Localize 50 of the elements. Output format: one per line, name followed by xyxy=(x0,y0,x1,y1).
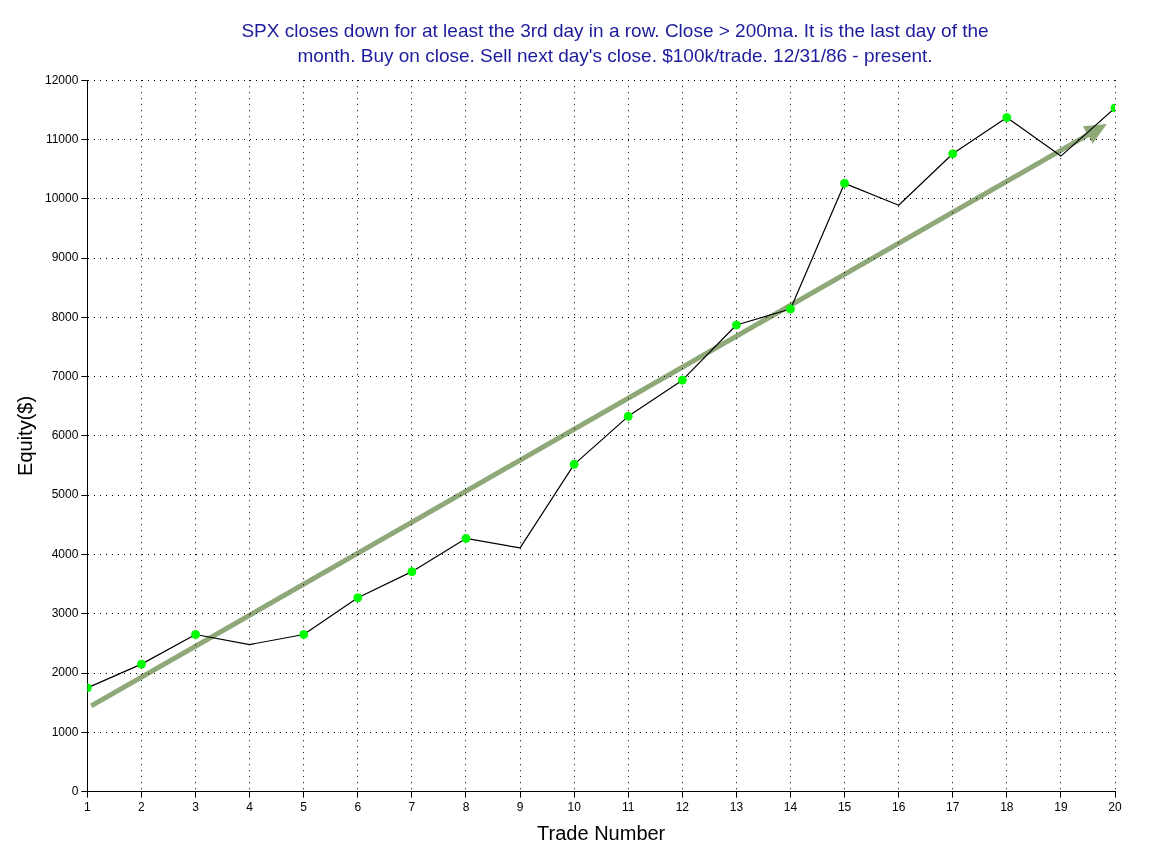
y-tick-label: 7000 xyxy=(51,368,79,383)
x-tick-label: 18 xyxy=(1000,800,1014,815)
x-tick-label: 2 xyxy=(138,800,146,815)
y-tick-label: 10000 xyxy=(44,191,79,206)
x-tick-label: 10 xyxy=(567,800,582,815)
x-tick-label: 15 xyxy=(837,800,852,815)
x-tick-label: 3 xyxy=(192,800,200,815)
point xyxy=(407,567,417,577)
x-tick-label: 7 xyxy=(408,800,416,815)
x-tick-label: 14 xyxy=(783,800,798,815)
x-axis-title: Trade Number xyxy=(537,821,666,844)
point xyxy=(785,304,795,314)
y-tick-label: 3000 xyxy=(51,606,79,621)
x-tick-label: 11 xyxy=(621,800,635,815)
x-tick-label: 19 xyxy=(1054,800,1068,815)
point xyxy=(136,659,146,669)
x-tick-label: 16 xyxy=(891,800,906,815)
x-tick-label: 5 xyxy=(300,800,308,815)
y-tick-label: 2000 xyxy=(51,665,79,680)
x-tick-label: 4 xyxy=(246,800,254,815)
point xyxy=(677,375,687,385)
y-tick-label: 6000 xyxy=(51,428,79,443)
point xyxy=(569,459,579,469)
x-tick-label: 20 xyxy=(1108,800,1122,815)
x-tick-label: 12 xyxy=(675,800,690,815)
point xyxy=(299,630,309,639)
point xyxy=(623,411,633,421)
chart-title: SPX closes down for at least the 3rd day in a row. Close > 200ma. It is the last day of the month. Buy on close. Sell next day's close. $100k/trade. 12/31/86 - present. xyxy=(240,19,990,68)
x-tick-label: 9 xyxy=(516,800,524,815)
y-tick-label: 1000 xyxy=(51,724,79,739)
y-axis-title: Equity($) xyxy=(13,395,36,476)
y-tick-label: 9000 xyxy=(51,250,79,265)
x-tick-label: 13 xyxy=(729,800,744,815)
y-tick-label: 12000 xyxy=(44,72,79,87)
y-tick-label: 11000 xyxy=(45,131,79,146)
point xyxy=(840,178,850,188)
x-tick-label: 6 xyxy=(354,800,362,815)
y-tick-label: 0 xyxy=(71,783,79,798)
point xyxy=(191,630,201,639)
y-tick-label: 4000 xyxy=(51,546,79,561)
y-tick-label: 5000 xyxy=(51,487,79,502)
point xyxy=(1002,113,1012,123)
x-tick-label: 17 xyxy=(946,800,960,815)
y-tick-label: 8000 xyxy=(51,309,79,324)
point xyxy=(948,149,958,159)
point xyxy=(353,593,363,603)
point xyxy=(461,533,471,543)
x-tick-label: 8 xyxy=(462,800,470,815)
x-tick-label: 1 xyxy=(84,800,92,815)
point xyxy=(731,320,741,330)
